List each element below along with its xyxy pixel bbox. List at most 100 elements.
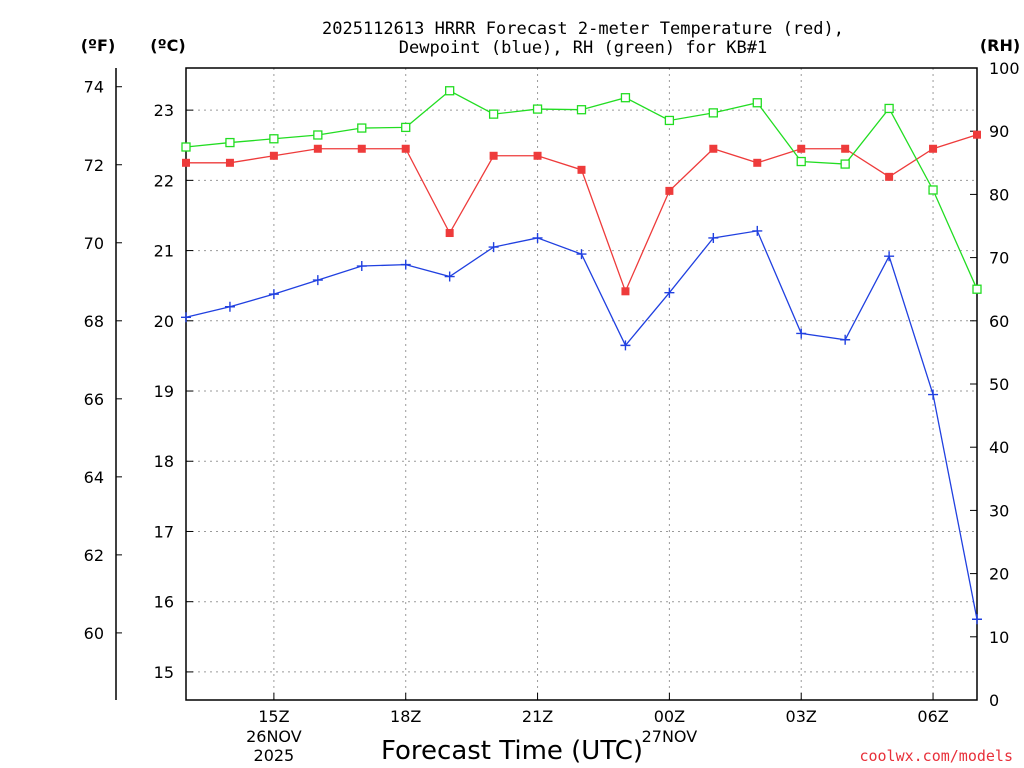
rh-point — [313, 130, 323, 140]
dewpoint-point — [928, 389, 939, 400]
dewpoint-point — [576, 249, 587, 260]
celsius-tick-label: 21 — [154, 242, 174, 261]
rh-point — [708, 108, 718, 118]
date-label: 26NOV — [246, 727, 302, 746]
temperature-line — [186, 134, 978, 294]
x-axis-title: Forecast Time (UTC) — [381, 736, 643, 766]
x-tick-label: 00Z — [654, 707, 685, 726]
rh-tick-label: 60 — [989, 312, 1009, 331]
temperature-point — [182, 158, 190, 167]
credit-link[interactable]: coolwx.com/models — [859, 747, 1013, 765]
rh-tick-label: 10 — [989, 628, 1009, 647]
temperature-point — [841, 144, 850, 153]
celsius-tick-label: 23 — [154, 101, 174, 120]
x-tick-label: 18Z — [390, 707, 421, 726]
rh-point — [401, 122, 411, 133]
rh-point — [181, 142, 191, 152]
fahrenheit-tick-label: 62 — [84, 546, 104, 565]
rh-point — [664, 115, 675, 126]
rh-tick-label: 30 — [989, 501, 1009, 520]
dewpoint-point — [840, 334, 851, 345]
fahrenheit-tick-label: 72 — [84, 156, 104, 175]
dewpoint-point — [884, 251, 895, 262]
rh-point — [225, 137, 235, 148]
rh-tick-label: 100 — [989, 59, 1020, 78]
temperature-point — [577, 165, 586, 174]
dewpoint-point — [752, 225, 763, 236]
temperature-point — [489, 151, 498, 160]
rh-point — [796, 156, 806, 167]
rh-line — [185, 89, 978, 290]
rh-tick-label: 50 — [989, 375, 1009, 394]
fahrenheit-tick-label: 70 — [84, 234, 104, 253]
dewpoint-line — [185, 230, 978, 620]
date-label: 2025 — [254, 746, 295, 765]
celsius-tick-label: 15 — [154, 663, 174, 682]
fahrenheit-tick-label: 64 — [84, 468, 104, 487]
dewpoint-point — [224, 301, 235, 312]
rh-point — [357, 123, 367, 133]
rh-point — [928, 185, 938, 195]
temperature-point — [313, 144, 322, 153]
fahrenheit-tick-label: 66 — [84, 390, 104, 409]
x-tick-label: 15Z — [258, 707, 289, 726]
temperature-point — [357, 144, 366, 153]
fahrenheit-tick-label: 60 — [84, 624, 104, 643]
x-tick-label: 21Z — [522, 707, 553, 726]
celsius-tick-label: 19 — [154, 382, 174, 401]
dewpoint-point — [664, 287, 675, 298]
fahrenheit-tick-label: 68 — [84, 312, 104, 331]
rh-tick-label: 70 — [989, 249, 1009, 268]
rh-point — [752, 98, 762, 108]
celsius-unit-label: (ºC) — [150, 36, 185, 55]
x-tick-label: 06Z — [917, 707, 948, 726]
date-label: 27NOV — [642, 727, 698, 746]
fahrenheit-unit-label: (ºF) — [81, 36, 116, 55]
chart-title-line-1: 2025112613 HRRR Forecast 2-meter Tempera… — [322, 19, 844, 39]
rh-tick-label: 40 — [989, 438, 1009, 457]
rh-unit-label: (RH) — [980, 36, 1020, 55]
rh-point — [532, 104, 543, 114]
temperature-point — [621, 287, 630, 296]
temperature-point — [445, 229, 454, 238]
chart-title-line-2: Dewpoint (blue), RH (green) for KB#1 — [399, 38, 767, 58]
dewpoint-point — [400, 259, 411, 270]
celsius-tick-label: 16 — [154, 593, 174, 612]
celsius-tick-label: 17 — [154, 522, 174, 541]
plot-frame — [185, 67, 978, 701]
celsius-tick-label: 22 — [154, 171, 174, 190]
temperature-point — [973, 130, 981, 139]
temperature-point — [885, 172, 894, 181]
rh-point — [445, 86, 455, 96]
rh-tick-label: 20 — [989, 565, 1009, 584]
rh-point — [576, 105, 587, 115]
temperature-point — [269, 151, 278, 160]
rh-tick-label: 90 — [989, 122, 1009, 141]
fahrenheit-tick-label: 74 — [84, 78, 104, 97]
dewpoint-point — [356, 261, 367, 272]
rh-point — [840, 159, 850, 169]
temperature-point — [665, 186, 674, 195]
dewpoint-point — [444, 271, 455, 282]
grid-lines — [186, 68, 977, 700]
rh-point — [488, 109, 499, 119]
temperature-point — [401, 144, 410, 153]
temperature-point — [533, 151, 542, 160]
rh-point — [884, 103, 894, 114]
x-tick-label: 03Z — [786, 707, 817, 726]
celsius-tick-label: 20 — [154, 312, 174, 331]
celsius-tick-label: 18 — [154, 452, 174, 471]
temperature-point — [225, 158, 234, 167]
temperature-point — [797, 144, 806, 153]
dewpoint-point — [708, 232, 719, 243]
dewpoint-point — [181, 312, 191, 323]
dewpoint-point — [796, 328, 807, 339]
data-series — [181, 86, 982, 625]
temperature-point — [929, 144, 938, 153]
dewpoint-point — [620, 340, 631, 351]
dewpoint-point — [268, 289, 279, 300]
dewpoint-point — [972, 614, 982, 625]
temperature-point — [753, 158, 762, 167]
dewpoint-point — [488, 242, 499, 253]
